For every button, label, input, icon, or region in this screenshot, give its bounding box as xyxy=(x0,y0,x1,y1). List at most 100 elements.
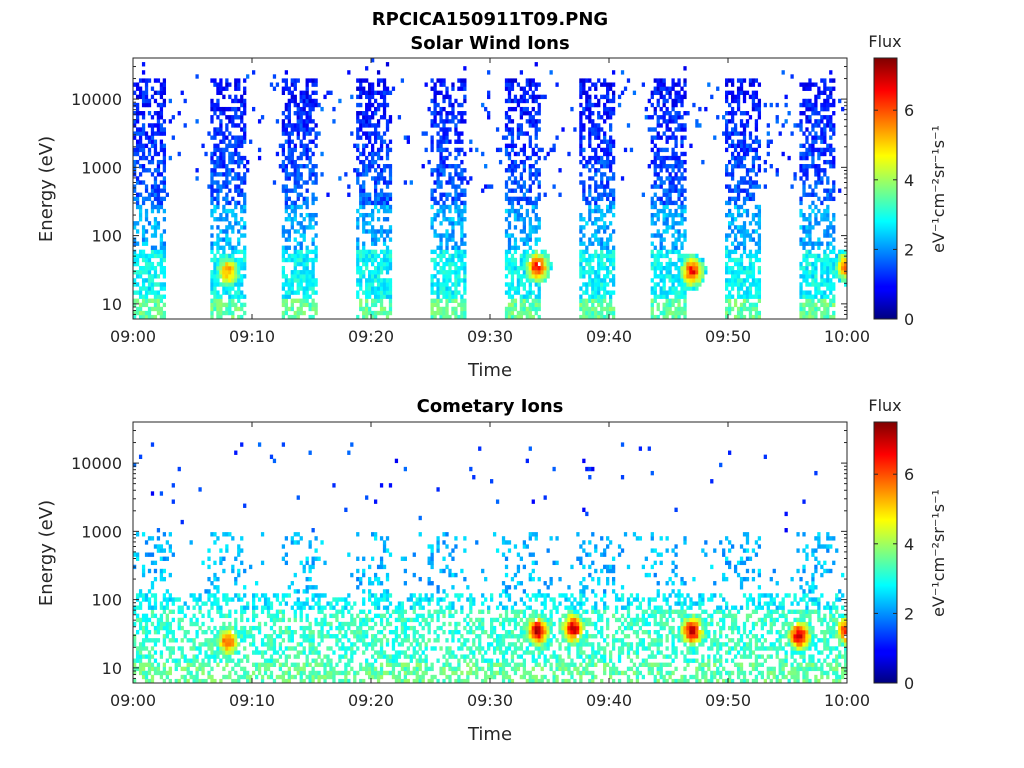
heatmap-cell xyxy=(609,168,613,173)
heatmap-cell xyxy=(219,106,223,112)
heatmap-cell xyxy=(817,237,821,242)
heatmap-cell xyxy=(365,155,369,161)
heatmap-cell xyxy=(379,176,384,181)
heatmap-cell xyxy=(368,98,372,104)
heatmap-cell xyxy=(579,78,583,83)
heatmap-cell xyxy=(296,221,300,226)
heatmap-cell xyxy=(600,127,604,132)
heatmap-cell xyxy=(826,233,830,238)
heatmap-cell xyxy=(153,204,158,210)
heatmap-cell xyxy=(153,98,158,104)
heatmap-cell xyxy=(234,139,238,144)
heatmap-cell xyxy=(156,282,161,287)
heatmap-cell xyxy=(668,310,672,316)
heatmap-cell xyxy=(751,282,756,287)
heatmap-cell xyxy=(237,270,241,275)
heatmap-cell xyxy=(603,253,607,259)
heatmap-cell xyxy=(302,257,306,263)
heatmap-cell xyxy=(222,204,226,210)
heatmap-cell xyxy=(225,180,229,185)
heatmap-cell xyxy=(460,237,464,242)
heatmap-cell xyxy=(219,172,223,177)
heatmap-cell xyxy=(555,135,559,140)
heatmap-cell xyxy=(463,253,467,259)
heatmap-cell xyxy=(597,241,601,246)
heatmap-cell xyxy=(290,278,294,283)
heatmap-cell xyxy=(725,314,729,320)
heatmap-cell xyxy=(510,180,515,185)
heatmap-cell xyxy=(757,294,762,299)
heatmap-cell xyxy=(757,98,762,104)
heatmap-cell xyxy=(371,123,375,128)
heatmap-cell xyxy=(162,270,167,275)
heatmap-cell xyxy=(133,225,137,230)
heatmap-cell xyxy=(460,172,464,177)
heatmap-cell xyxy=(144,625,149,631)
heatmap-cell xyxy=(162,168,167,173)
heatmap-cell xyxy=(159,601,164,606)
heatmap-cell xyxy=(463,66,467,71)
heatmap-cell xyxy=(222,261,226,267)
heatmap-cell xyxy=(814,164,818,169)
heatmap-cell xyxy=(504,135,509,140)
heatmap-cell xyxy=(153,184,158,189)
heatmap-cell xyxy=(219,274,223,279)
heatmap-cell xyxy=(290,298,294,303)
heatmap-cell xyxy=(606,111,610,116)
heatmap-cell xyxy=(147,274,152,279)
heatmap-cell xyxy=(525,274,529,279)
heatmap-cell xyxy=(597,282,601,287)
heatmap-cell xyxy=(662,94,666,100)
heatmap-cell xyxy=(144,540,149,545)
heatmap-cell xyxy=(430,147,434,153)
heatmap-cell xyxy=(814,204,818,210)
heatmap-cell xyxy=(537,119,541,124)
heatmap-cell xyxy=(582,184,586,189)
heatmap-cell xyxy=(150,666,155,672)
heatmap-cell xyxy=(814,192,818,197)
heatmap-cell xyxy=(606,302,610,308)
heatmap-cell xyxy=(585,102,589,108)
heatmap-cell xyxy=(695,282,699,287)
heatmap-cell xyxy=(287,237,291,242)
heatmap-cell xyxy=(662,278,666,283)
heatmap-cell xyxy=(371,151,375,157)
heatmap-cell xyxy=(656,86,660,91)
heatmap-cell xyxy=(680,217,684,222)
heatmap-cell xyxy=(150,261,155,267)
heatmap-cell xyxy=(299,212,303,218)
heatmap-cell xyxy=(302,310,306,316)
heatmap-cell xyxy=(519,302,524,308)
heatmap-cell xyxy=(603,188,607,193)
heatmap-cell xyxy=(742,151,747,157)
heatmap-cell xyxy=(516,274,521,279)
heatmap-cell xyxy=(463,98,467,104)
heatmap-cell xyxy=(519,217,524,222)
heatmap-cell xyxy=(582,310,586,316)
heatmap-cell xyxy=(757,115,762,120)
heatmap-cell xyxy=(287,306,291,312)
heatmap-cell xyxy=(388,139,393,144)
heatmap-cell xyxy=(174,597,178,602)
heatmap-cell xyxy=(519,278,524,283)
heatmap-cell xyxy=(594,102,598,108)
heatmap-cell xyxy=(293,86,297,91)
heatmap-cell xyxy=(228,143,232,149)
heatmap-cell xyxy=(671,249,675,255)
heatmap-cell xyxy=(213,261,217,267)
heatmap-cell xyxy=(445,290,449,295)
heatmap-cell xyxy=(811,278,815,283)
heatmap-cell xyxy=(162,265,167,271)
heatmap-cell xyxy=(159,310,164,316)
heatmap-cell xyxy=(379,192,384,197)
heatmap-cell xyxy=(537,253,541,259)
heatmap-cell xyxy=(522,106,526,112)
heatmap-cell xyxy=(451,306,455,312)
heatmap-cell xyxy=(216,261,220,267)
heatmap-cell xyxy=(513,314,518,320)
heatmap-cell xyxy=(725,164,729,169)
heatmap-cell xyxy=(356,208,360,214)
heatmap-cell xyxy=(537,237,541,242)
heatmap-cell xyxy=(219,253,223,259)
heatmap-cell xyxy=(460,86,464,91)
